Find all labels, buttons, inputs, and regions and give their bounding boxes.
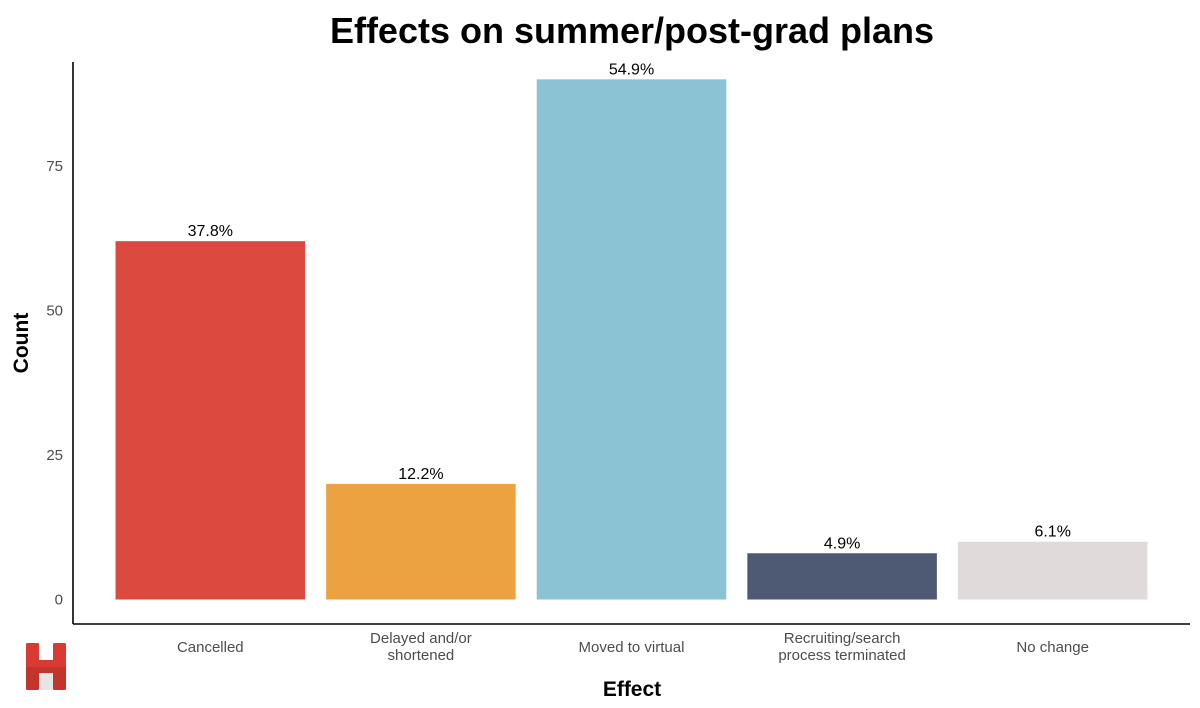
- bars-group: [115, 79, 1148, 600]
- bar-data-label: 6.1%: [1034, 524, 1070, 541]
- x-tick-label: process terminated: [778, 647, 906, 664]
- data-labels-group: 37.8% 12.2% 54.9% 4.9% 6.1%: [188, 61, 1071, 552]
- bar: [115, 241, 306, 600]
- y-tick-labels: 0 25 50 75: [46, 158, 63, 608]
- x-tick-label: Moved to virtual: [579, 639, 685, 656]
- x-tick-label: Recruiting/search: [784, 630, 901, 647]
- logo-h-icon: H: [26, 643, 66, 690]
- bar-data-label: 12.2%: [398, 466, 443, 483]
- y-tick-label: 0: [55, 592, 63, 609]
- bar: [326, 483, 516, 600]
- bar: [747, 553, 937, 600]
- x-tick-label: Cancelled: [177, 639, 244, 656]
- x-tick-label: No change: [1016, 639, 1089, 656]
- x-tick-label: shortened: [388, 647, 455, 664]
- bar: [536, 79, 727, 600]
- bar-data-label: 4.9%: [824, 535, 860, 552]
- bar-data-label: 37.8%: [188, 223, 233, 240]
- bar: [957, 541, 1148, 600]
- bar-data-label: 54.9%: [609, 61, 654, 78]
- chart-title: Effects on summer/post-grad plans: [330, 10, 934, 51]
- y-tick-label: 25: [46, 447, 63, 464]
- y-tick-label: 50: [46, 303, 63, 320]
- y-axis-title: Count: [10, 313, 33, 374]
- y-tick-label: 75: [46, 158, 63, 175]
- x-tick-label: Delayed and/or: [370, 630, 472, 647]
- x-axis-title: Effect: [603, 678, 661, 701]
